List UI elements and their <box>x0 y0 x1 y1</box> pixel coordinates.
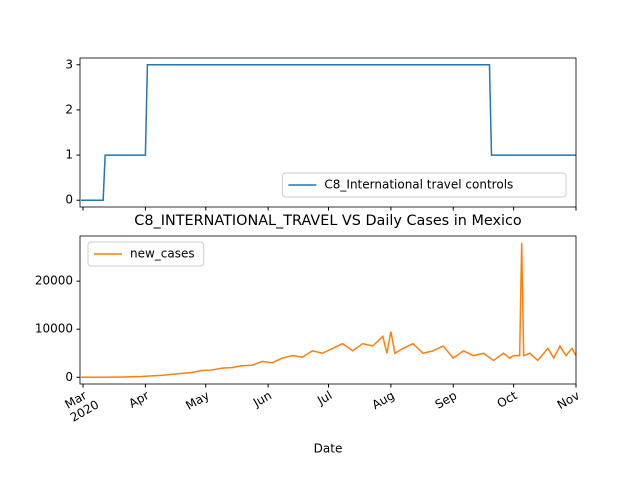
y-tick-label: 1 <box>65 148 73 162</box>
y-tick-label: 2 <box>65 102 73 116</box>
legend-label: C8_International travel controls <box>324 178 513 192</box>
data-line <box>81 242 577 379</box>
y-tick-label: 20000 <box>35 274 73 288</box>
y-tick-label: 10000 <box>35 322 73 336</box>
axes-frame <box>79 57 577 208</box>
y-tick-label: 0 <box>65 193 73 207</box>
x-tick-label: Nov <box>555 388 582 412</box>
x-tick-label: Jul <box>314 388 334 408</box>
data-line <box>81 64 576 201</box>
axes-frame <box>79 235 577 385</box>
x-tick-label: Sep <box>433 388 460 411</box>
legend-frame <box>87 241 205 267</box>
x-tick-label: Jun <box>250 388 274 410</box>
x-axis-label: Date <box>314 442 343 456</box>
x-tick-label: Oct <box>495 388 520 411</box>
y-tick-label: 3 <box>65 57 73 71</box>
chart-title: C8_INTERNATIONAL_TRAVEL VS Daily Cases i… <box>134 213 522 229</box>
x-tick-label: May <box>183 388 211 413</box>
x-tick-label: Apr <box>126 388 151 411</box>
y-tick-label: 0 <box>65 370 73 384</box>
legend-frame <box>281 172 567 198</box>
legend-label: new_cases <box>130 247 195 261</box>
x-tick-label: Aug <box>370 388 397 412</box>
